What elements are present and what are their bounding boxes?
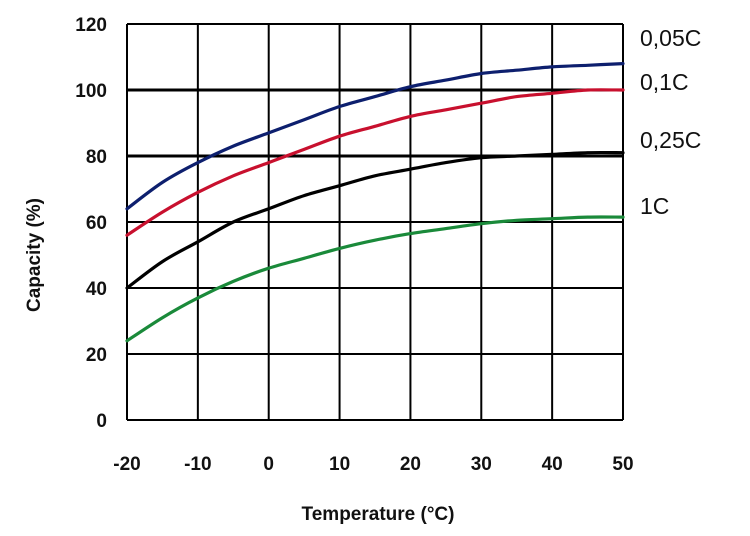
x-tick-label: 40: [542, 454, 563, 475]
series-line-1: [125, 62, 625, 211]
series-label-3: 0,25C: [640, 127, 701, 153]
x-axis-title: Temperature (°C): [302, 504, 455, 525]
series-label-4: 1C: [640, 193, 669, 219]
series-line-2: [125, 88, 625, 237]
x-tick-label: 0: [263, 454, 274, 475]
x-tick-label: 10: [329, 454, 350, 475]
tick-labels: 0 20 40 60 80 100 120 -20 -10 0 10 20 30 40 50: [75, 15, 633, 475]
y-tick-label: 40: [86, 279, 107, 300]
grid: [126, 23, 624, 421]
x-tick-label: -20: [113, 454, 140, 475]
y-tick-label: 100: [75, 81, 107, 102]
x-tick-label: 30: [471, 454, 492, 475]
x-tick-label: -10: [184, 454, 211, 475]
series-labels: 0,05C 0,1C 0,25C 1C: [640, 25, 701, 219]
series-line-4: [125, 215, 625, 343]
y-axis-title: Capacity (%): [24, 198, 45, 312]
y-tick-label: 60: [86, 213, 107, 234]
x-tick-label: 50: [612, 454, 633, 475]
x-tick-label: 20: [400, 454, 421, 475]
y-tick-label: 120: [75, 15, 107, 36]
series-lines: [125, 62, 625, 343]
series-label-2: 0,1C: [640, 69, 689, 95]
series-line-3: [125, 150, 625, 290]
series-label-1: 0,05C: [640, 25, 701, 51]
y-tick-label: 20: [86, 345, 107, 366]
y-tick-label: 80: [86, 147, 107, 168]
y-tick-label: 0: [96, 411, 107, 432]
